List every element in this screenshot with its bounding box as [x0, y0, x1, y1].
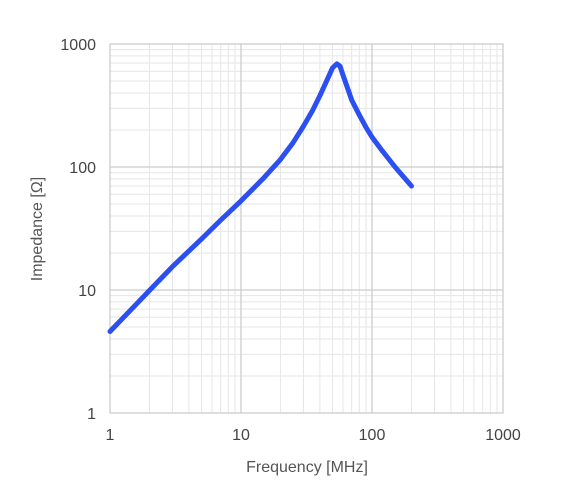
y-axis-title: Impedance [Ω] — [29, 177, 46, 281]
y-tick-label: 10 — [78, 283, 96, 300]
y-tick-label: 1 — [87, 406, 96, 423]
impedance-series-line — [107, 61, 414, 334]
plot-area-border — [109, 43, 504, 414]
y-tick-label: 1000 — [60, 37, 96, 54]
x-tick-label: 1 — [106, 427, 115, 444]
x-tick-label: 10 — [232, 427, 250, 444]
minor-grid — [110, 44, 503, 413]
plot-border — [109, 43, 504, 414]
y-tick-label: 100 — [69, 160, 96, 177]
y-tick-labels: 1 10 100 1000 — [60, 37, 96, 423]
x-tick-labels: 1 10 100 1000 — [106, 427, 521, 444]
x-axis-title: Frequency [MHz] — [246, 459, 368, 476]
x-tick-label: 100 — [359, 427, 386, 444]
major-grid — [110, 44, 503, 413]
series-layer — [107, 61, 414, 334]
x-tick-label: 1000 — [485, 427, 521, 444]
